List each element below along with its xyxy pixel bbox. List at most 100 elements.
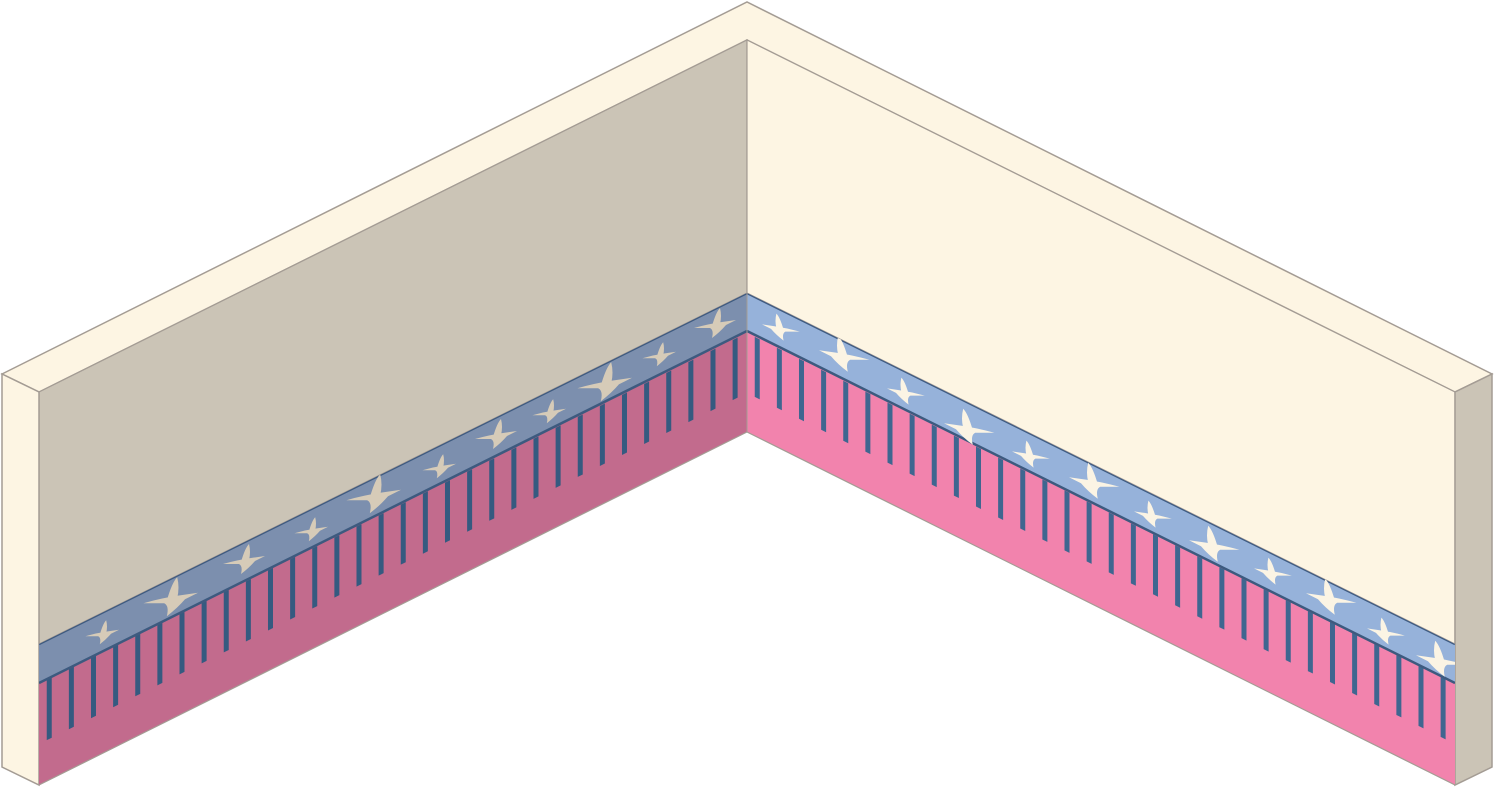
wallpaper-stripe (290, 557, 296, 620)
wallpaper-stripe (1020, 468, 1026, 531)
wallpaper-stripe (1130, 523, 1136, 586)
wallpaper-stripe (467, 469, 473, 532)
wallpaper-stripe (798, 358, 804, 422)
wallpaper-stripe (113, 644, 119, 708)
flying-bird-icon (1306, 578, 1357, 615)
wallpaper-stripe (776, 347, 782, 411)
flying-bird-icon (1416, 640, 1455, 677)
wallpaper-stripe (1042, 479, 1048, 542)
wallpaper-stripe (511, 447, 517, 510)
right-frieze-bottom-border (747, 329, 1455, 685)
wallpaper-stripe (1307, 611, 1313, 674)
right-bird-row (762, 313, 1455, 677)
wallpaper-stripe (267, 568, 273, 631)
right-wallpaper-panel (747, 293, 1455, 785)
wallpaper-stripe (378, 513, 384, 576)
flying-bird-icon (294, 517, 328, 542)
wallpaper-stripe (179, 611, 185, 675)
wallpaper-stripe (710, 348, 716, 412)
right-stripe-pattern (754, 336, 1446, 740)
wallpaper-stripe (46, 677, 52, 741)
wallpaper-stripe (821, 369, 827, 433)
left-wall-end-cap (1, 372, 40, 787)
wallpaper-stripe (489, 458, 495, 521)
wallpaper-stripe (1352, 633, 1358, 696)
wallpaper-stripe (400, 502, 406, 565)
wallpaper-stripe (90, 655, 96, 719)
wallpaper-stripe (245, 578, 251, 642)
wallpaper-stripe (201, 600, 207, 664)
wallpaper-stripe (1418, 665, 1424, 729)
wallpaper-stripe (688, 359, 694, 423)
wallpaper-stripe (843, 380, 849, 444)
flying-bird-icon (762, 313, 800, 341)
flying-bird-icon (1134, 500, 1172, 528)
flying-bird-icon (223, 544, 265, 574)
wallpaper-stripe (356, 524, 362, 587)
wallpaper-stripe (1396, 654, 1402, 718)
flying-bird-icon (577, 362, 632, 402)
wallpaper-stripe (931, 424, 937, 488)
wallpaper-stripe (1440, 676, 1446, 740)
wallpaper-stripe (577, 414, 583, 477)
wallpaper-stripe (953, 435, 959, 499)
flying-bird-icon (1367, 617, 1405, 645)
left-frieze-band (39, 293, 747, 683)
left-wallpaper-panel (39, 293, 747, 785)
wallpaper-stripe (754, 336, 760, 400)
wallpaper-stripe (1064, 490, 1070, 553)
wallpaper-stripe (1241, 578, 1247, 641)
wallpaper-stripe (998, 457, 1004, 520)
flying-bird-icon (85, 620, 119, 645)
wallpaper-stripe (444, 480, 450, 543)
wallpaper-stripe (1086, 501, 1092, 564)
wallpaper-stripe (1108, 512, 1114, 575)
wallpaper-stripe (909, 413, 915, 477)
wallpaper-stripe (1285, 600, 1291, 663)
left-stripe-pattern (46, 337, 738, 741)
wallpaper-stripe (1152, 534, 1158, 597)
flying-bird-icon (346, 474, 401, 514)
flying-bird-icon (887, 377, 925, 405)
wallpaper-stripe (865, 391, 871, 455)
wallpaper-stripe (887, 402, 893, 466)
wallpaper-stripe (223, 589, 229, 653)
flying-bird-icon (143, 577, 198, 617)
wallpaper-stripe (666, 370, 672, 434)
wallpaper-stripe (1329, 622, 1335, 685)
right-frieze-top-border (747, 293, 1455, 646)
right-frieze-band (747, 293, 1455, 683)
wallpaper-stripe (135, 633, 141, 697)
wallpaper-stripe (1219, 567, 1225, 630)
wallpaper-stripe (1175, 545, 1181, 608)
flying-bird-icon (694, 308, 736, 338)
flying-bird-icon (944, 408, 995, 445)
flying-bird-icon (422, 454, 456, 479)
wallpaper-stripe (975, 446, 981, 510)
wallpaper-stripe (68, 666, 74, 730)
wallpaper-stripe (533, 436, 539, 499)
wallpaper-stripe (621, 392, 627, 455)
wallpaper-stripe (599, 403, 605, 466)
wallpaper-stripe (1197, 556, 1203, 619)
wallpaper-stripe (334, 535, 340, 598)
left-bird-row (85, 308, 736, 645)
right-wall-end-cap (1454, 372, 1493, 787)
left-frieze-top-border (39, 293, 747, 646)
wallpaper-stripe (157, 622, 163, 686)
left-frieze-bottom-border (39, 329, 747, 685)
wallpaper-stripe (422, 491, 428, 554)
flying-bird-icon (819, 335, 870, 372)
wallpaper-stripe (1374, 643, 1380, 707)
flying-bird-icon (642, 342, 676, 367)
flying-bird-icon (1254, 557, 1292, 585)
flying-bird-icon (1069, 462, 1120, 499)
wallpaper-stripe (555, 425, 561, 488)
wallpaper-stripe (1263, 589, 1269, 652)
right-wall-bottom-edge (746, 431, 1456, 786)
flying-bird-icon (1012, 440, 1050, 468)
wallpaper-stripe (644, 381, 650, 445)
flying-bird-icon (1189, 525, 1240, 562)
wallpaper-stripe (312, 546, 318, 609)
